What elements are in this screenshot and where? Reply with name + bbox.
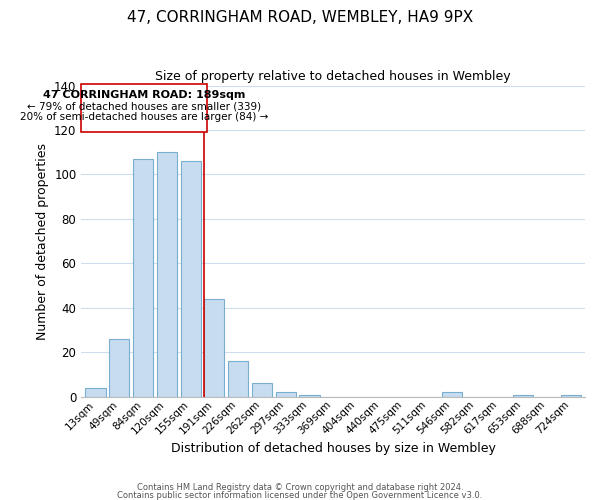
X-axis label: Distribution of detached houses by size in Wembley: Distribution of detached houses by size …	[171, 442, 496, 455]
FancyBboxPatch shape	[81, 84, 207, 132]
Bar	[299, 394, 320, 397]
Bar	[513, 394, 533, 397]
Text: 47 CORRINGHAM ROAD: 189sqm: 47 CORRINGHAM ROAD: 189sqm	[43, 90, 245, 100]
Text: ← 79% of detached houses are smaller (339): ← 79% of detached houses are smaller (33…	[27, 101, 261, 111]
Bar	[109, 339, 130, 397]
Bar	[442, 392, 462, 397]
Text: 47, CORRINGHAM ROAD, WEMBLEY, HA9 9PX: 47, CORRINGHAM ROAD, WEMBLEY, HA9 9PX	[127, 10, 473, 25]
Bar	[252, 384, 272, 397]
Bar	[560, 394, 581, 397]
Bar	[228, 361, 248, 397]
Text: Contains HM Land Registry data © Crown copyright and database right 2024.: Contains HM Land Registry data © Crown c…	[137, 484, 463, 492]
Bar	[275, 392, 296, 397]
Title: Size of property relative to detached houses in Wembley: Size of property relative to detached ho…	[155, 70, 511, 83]
Text: Contains public sector information licensed under the Open Government Licence v3: Contains public sector information licen…	[118, 490, 482, 500]
Bar	[85, 388, 106, 397]
Bar	[181, 161, 201, 397]
Text: 20% of semi-detached houses are larger (84) →: 20% of semi-detached houses are larger (…	[20, 112, 268, 122]
Bar	[204, 299, 224, 397]
Y-axis label: Number of detached properties: Number of detached properties	[35, 142, 49, 340]
Bar	[133, 159, 153, 397]
Bar	[157, 152, 177, 397]
